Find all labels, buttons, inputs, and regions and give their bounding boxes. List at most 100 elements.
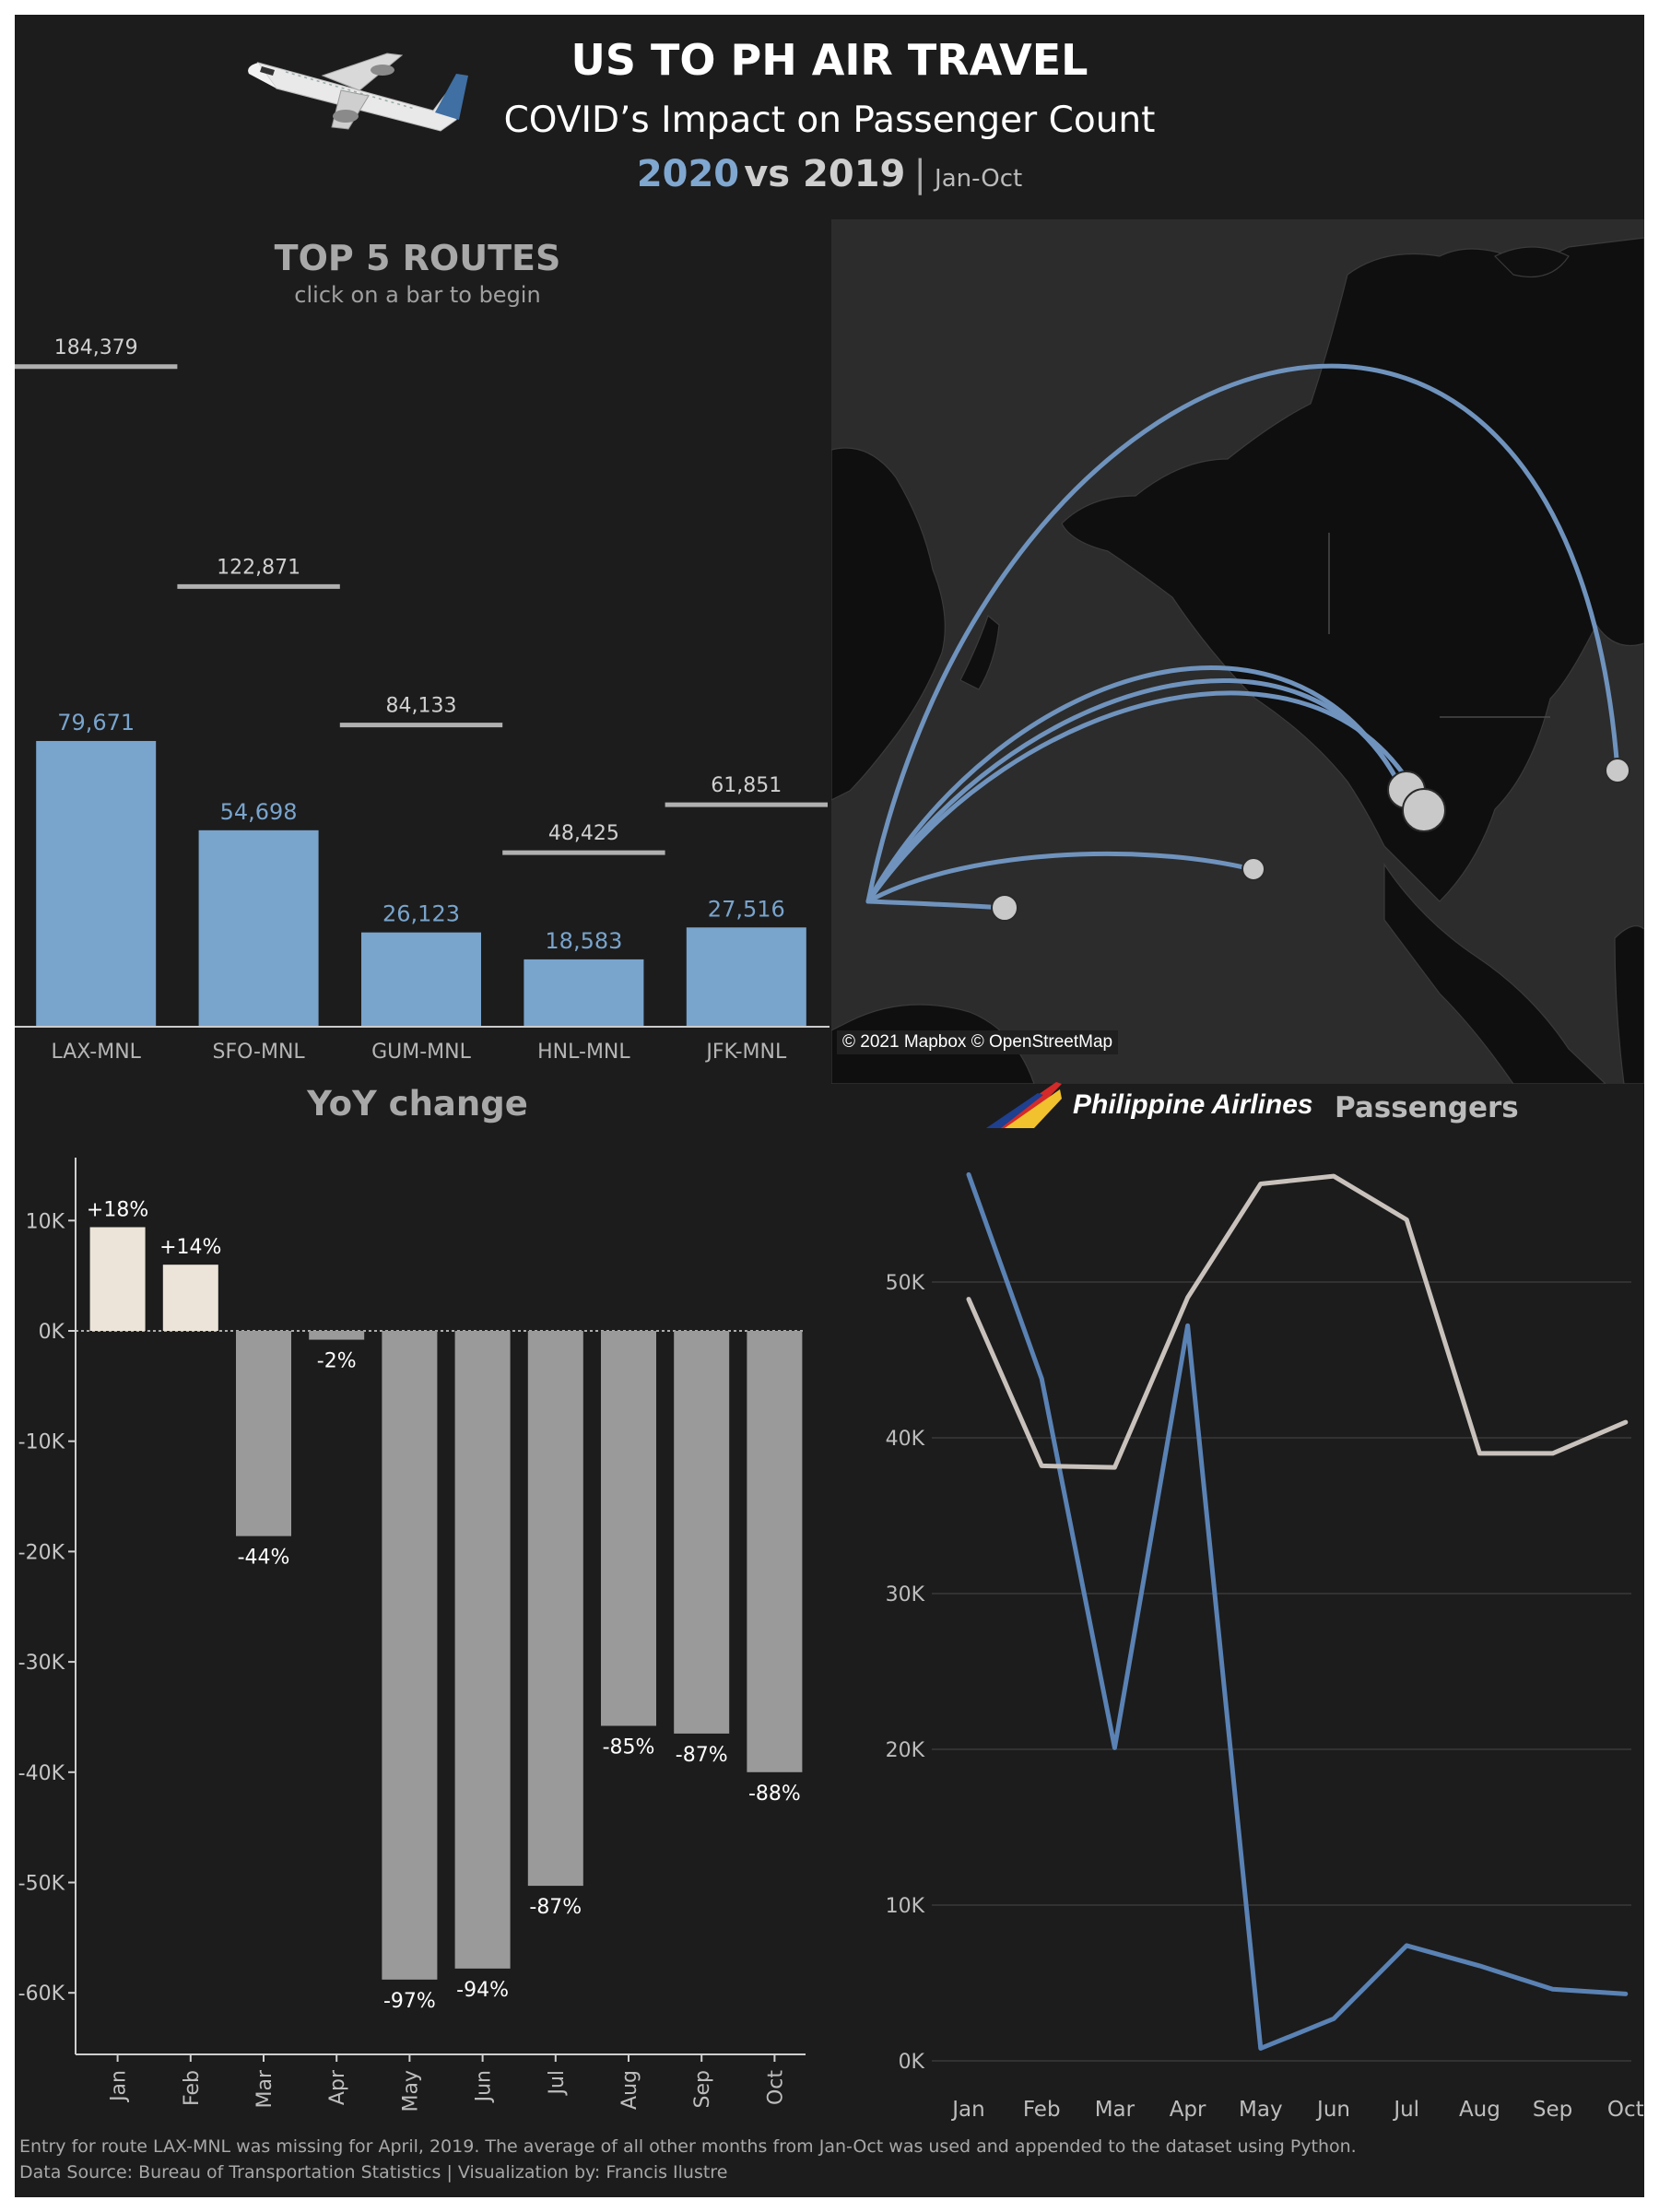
- yoy-y-tick-label: 10K: [26, 1210, 65, 1233]
- yoy-label-oct: -88%: [748, 1783, 801, 1806]
- yoy-label-jun: -94%: [456, 1979, 509, 2002]
- yoy-x-tick-label: Aug: [618, 2070, 641, 2110]
- pal-line-chart[interactable]: 0K 10K 20K 30K 40K 50K Jan Feb Mar Apr May Jun Jul Au…: [826, 1148, 1644, 2135]
- yoy-label-jul: -87%: [529, 1896, 582, 1919]
- yoy-y-tick-label: -40K: [18, 1762, 65, 1785]
- route-arc-lax: [865, 690, 1427, 904]
- map-land: [831, 237, 1644, 1084]
- routes-chart-hint: click on a bar to begin: [294, 282, 541, 308]
- yoy-x-tick-label: Sep: [691, 2070, 714, 2108]
- page-subtitle: COVID’s Impact on Passenger Count: [503, 100, 1156, 141]
- route-bar-2020-jfk-mnl[interactable]: [686, 927, 806, 1026]
- dashboard: US TO PH AIR TRAVEL COVID’s Impact on Pa…: [15, 15, 1644, 2197]
- route-value-2019-sfo-mnl: 122,871: [217, 556, 300, 579]
- route-map[interactable]: [831, 219, 1644, 1084]
- route-arc-hnl: [865, 851, 1254, 904]
- footer: Entry for route LAX-MNL was missing for …: [19, 2136, 1641, 2183]
- pal-x-tick-label: Oct: [1607, 2098, 1644, 2122]
- route-bar-2020-sfo-mnl[interactable]: [198, 830, 319, 1026]
- year-current: 2020: [636, 153, 740, 195]
- route-label-lax-mnl: LAX-MNL: [51, 1041, 141, 1064]
- yoy-bar-feb[interactable]: [162, 1265, 218, 1331]
- pal-x-tick-label: Feb: [1023, 2098, 1061, 2122]
- pal-series-line-1[interactable]: [966, 1173, 1629, 1470]
- map-marker-lax[interactable]: [1402, 788, 1446, 832]
- pal-y-tick-label: 20K: [886, 1739, 925, 1762]
- yoy-x-tick-label: Jan: [108, 2070, 131, 2103]
- airplane-icon: [248, 53, 468, 132]
- yoy-bar-mar[interactable]: [236, 1331, 291, 1536]
- pal-y-tick-label: 10K: [886, 1895, 925, 1918]
- pal-x-tick-label: Jun: [1315, 2098, 1350, 2122]
- yoy-bar-apr[interactable]: [309, 1331, 365, 1340]
- page-title: US TO PH AIR TRAVEL: [571, 35, 1088, 85]
- yoy-bar-sep[interactable]: [674, 1331, 730, 1734]
- pal-y-tick-label: 40K: [886, 1428, 925, 1451]
- yoy-x-tick-label: Oct: [764, 2070, 787, 2105]
- yoy-bar-aug[interactable]: [601, 1331, 656, 1726]
- yoy-label-apr: -2%: [317, 1350, 357, 1373]
- pal-series-line-0[interactable]: [966, 1171, 1629, 2051]
- yoy-bar-may[interactable]: [382, 1331, 438, 1980]
- pal-chart-header: Philippine Airlines Passengers: [982, 1077, 1554, 1141]
- yoy-label-jan: +18%: [87, 1198, 148, 1221]
- pal-brand: Philippine Airlines: [1073, 1089, 1313, 1120]
- pal-x-tick-label: Sep: [1533, 2098, 1572, 2122]
- routes-chart-title: TOP 5 ROUTES: [274, 238, 561, 278]
- yoy-x-tick-label: May: [399, 2070, 422, 2112]
- route-value-2019-hnl-mnl: 48,425: [548, 822, 619, 845]
- yoy-x-tick-label: Apr: [326, 2069, 349, 2105]
- yoy-bar-oct[interactable]: [747, 1331, 803, 1772]
- pal-chart-title: Passengers: [1335, 1091, 1519, 1124]
- route-label-jfk-mnl: JFK-MNL: [704, 1041, 787, 1064]
- yoy-y-tick-label: -10K: [18, 1431, 65, 1454]
- pal-x-tick-label: Apr: [1170, 2098, 1206, 2122]
- pal-x-tick-label: May: [1239, 2098, 1283, 2122]
- route-value-2019-jfk-mnl: 61,851: [711, 774, 782, 797]
- route-label-sfo-mnl: SFO-MNL: [213, 1041, 306, 1064]
- yoy-bar-jun[interactable]: [454, 1331, 511, 1969]
- pal-y-tick-label: 0K: [899, 2051, 925, 2074]
- yoy-y-tick-label: -60K: [18, 1983, 65, 2006]
- route-label-hnl-mnl: HNL-MNL: [537, 1041, 630, 1064]
- yoy-y-tick-label: -50K: [18, 1873, 65, 1896]
- footer-note: Entry for route LAX-MNL was missing for …: [19, 2136, 1357, 2157]
- yoy-x-tick-label: Feb: [181, 2070, 204, 2106]
- map-marker-gum[interactable]: [991, 894, 1018, 922]
- yoy-y-tick-label: -20K: [18, 1541, 65, 1564]
- yoy-x-tick-label: Jun: [473, 2070, 496, 2103]
- yoy-label-mar: -44%: [238, 1547, 290, 1570]
- route-value-2019-gum-mnl: 84,133: [386, 695, 457, 718]
- footer-source: Data Source: Bureau of Transportation St…: [19, 2162, 728, 2183]
- map-marker-hnl[interactable]: [1241, 857, 1265, 881]
- yoy-chart-title: YoY change: [307, 1084, 528, 1124]
- period-line: 2020 vs 2019 | Jan-Oct: [15, 153, 1644, 195]
- pal-x-tick-label: Jan: [950, 2098, 984, 2122]
- route-value-2020-jfk-mnl: 27,516: [708, 896, 785, 922]
- routes-bar-chart[interactable]: 79,671 184,379 LAX-MNL 54,698 122,871 SFO-MNL…: [15, 15, 835, 1093]
- route-arc-sfo: [865, 665, 1406, 904]
- route-arc-gum: [865, 899, 1007, 911]
- map-marker-jfk[interactable]: [1605, 758, 1630, 783]
- pal-x-tick-label: Mar: [1095, 2098, 1135, 2122]
- yoy-label-sep: -87%: [676, 1744, 728, 1767]
- pal-x-tick-label: Jul: [1392, 2098, 1419, 2122]
- yoy-bar-jan[interactable]: [89, 1227, 146, 1331]
- route-bar-2020-hnl-mnl[interactable]: [524, 959, 644, 1026]
- route-bar-2020-gum-mnl[interactable]: [361, 932, 481, 1026]
- yoy-y-tick-label: 0K: [39, 1321, 65, 1344]
- yoy-bar-jul[interactable]: [527, 1331, 583, 1887]
- route-label-gum-mnl: GUM-MNL: [371, 1041, 472, 1064]
- pal-x-tick-label: Aug: [1459, 2098, 1500, 2122]
- yoy-x-tick-label: Jul: [546, 2070, 569, 2097]
- year-compare: vs 2019: [744, 153, 906, 195]
- yoy-y-tick-label: -30K: [18, 1652, 65, 1675]
- route-bar-2020-lax-mnl[interactable]: [36, 740, 157, 1026]
- philippine-airlines-logo-icon: [986, 1082, 1062, 1128]
- route-value-2020-hnl-mnl: 18,583: [545, 928, 622, 954]
- yoy-label-aug: -85%: [603, 1736, 655, 1759]
- map-attribution: © 2021 Mapbox © OpenStreetMap: [837, 1030, 1119, 1054]
- yoy-x-tick-label: Mar: [253, 2069, 276, 2108]
- yoy-bar-chart[interactable]: 10K 0K -10K -20K -30K -40K -50K -60K +18% Jan +14%…: [15, 1139, 826, 2135]
- period-separator: |: [913, 153, 926, 195]
